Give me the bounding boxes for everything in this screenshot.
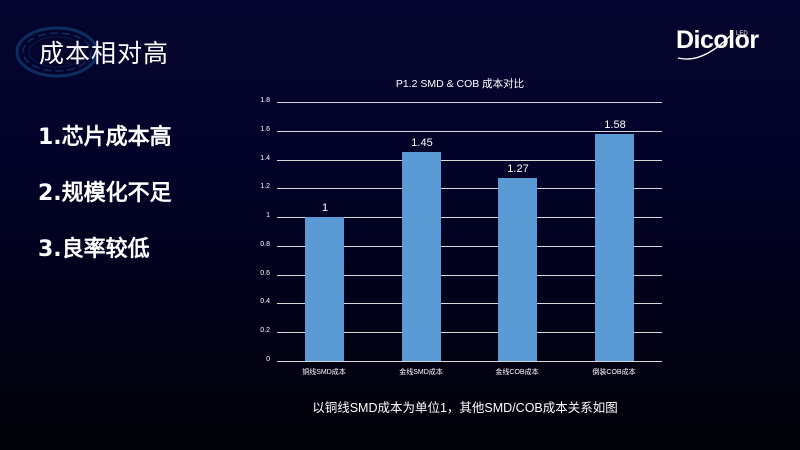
- bar: [498, 178, 537, 361]
- slide-title: 成本相对高: [39, 39, 170, 68]
- gridline: [277, 188, 662, 190]
- x-category-label: 铜线SMD成本: [302, 369, 346, 376]
- y-tick-label: 1.2: [260, 183, 270, 191]
- y-tick-label: 0.4: [260, 298, 270, 306]
- y-tick-label: 0.6: [260, 269, 270, 277]
- gridline: [277, 303, 662, 305]
- key-points-list: 1.芯片成本高 2.规模化不足 3.良率较低: [38, 120, 172, 288]
- bar: [402, 152, 441, 361]
- dicolor-logo: Dicolor LED: [672, 26, 772, 62]
- bar-value-label: 1.45: [411, 137, 433, 150]
- logo-led-text: LED: [736, 31, 748, 37]
- gridline: [277, 102, 662, 103]
- x-category-label: 金线SMD成本: [399, 369, 443, 376]
- gridline: [277, 274, 662, 276]
- gridline: [277, 332, 662, 334]
- point-yield: 3.良率较低: [38, 237, 150, 262]
- y-tick-label: 0: [266, 356, 270, 363]
- bar: [305, 217, 344, 361]
- ring-decoration-icon: [15, 26, 99, 78]
- point-chip-cost: 1.芯片成本高: [38, 125, 172, 150]
- logo-text: Dicolor: [676, 26, 759, 54]
- y-tick-label: 1: [266, 212, 270, 220]
- y-tick-label: 1.4: [260, 154, 270, 162]
- x-category-label: 倒装COB成本: [592, 369, 636, 376]
- bar-value-label: 1.27: [507, 163, 529, 176]
- gridline: [277, 159, 662, 161]
- gridline: [277, 130, 662, 132]
- chart-title: P1.2 SMD & COB 成本对比: [395, 78, 525, 90]
- point-scale: 2.规模化不足: [38, 181, 172, 206]
- y-tick-label: 1.6: [260, 125, 270, 133]
- x-category-label: 金线COB成本: [495, 369, 539, 376]
- gridline: [277, 217, 662, 219]
- bar-value-label: 1: [321, 202, 329, 215]
- gridline: [277, 361, 662, 362]
- cost-comparison-chart: P1.2 SMD & COB 成本对比 0 0.2 0.4 0.6 0.8 1 1.2 1.4…: [250, 70, 670, 380]
- y-tick-label: 0.8: [260, 240, 270, 248]
- bar-value-label: 1.58: [604, 118, 626, 131]
- y-tick-label: 0.2: [260, 327, 270, 335]
- gridline: [277, 245, 662, 247]
- bar: [595, 133, 634, 361]
- chart-caption: 以铜线SMD成本为单位1，其他SMD/COB成本关系如图: [312, 401, 618, 415]
- y-tick-label: 1.8: [260, 97, 270, 104]
- logo-swoosh-icon: [677, 35, 731, 60]
